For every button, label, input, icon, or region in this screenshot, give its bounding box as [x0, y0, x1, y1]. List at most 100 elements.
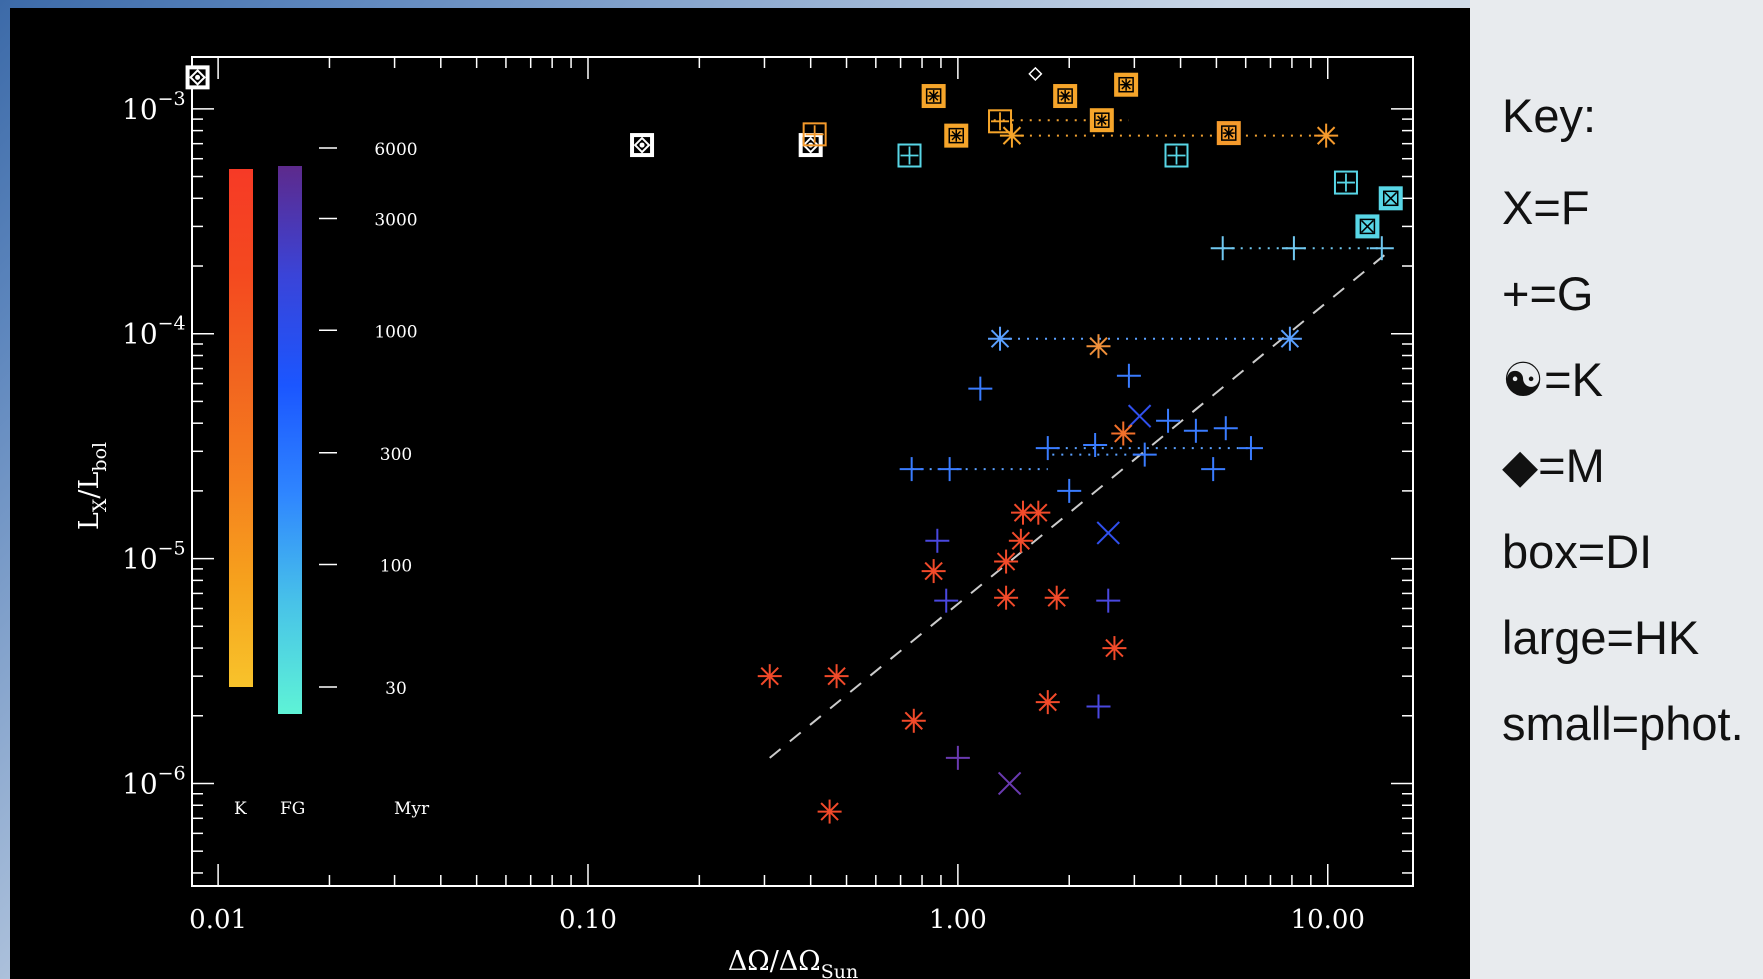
- marker-inner-box: [925, 88, 942, 104]
- data-point: [1210, 236, 1235, 261]
- data-point: [1057, 478, 1082, 503]
- marker-stroke: [1013, 503, 1033, 522]
- x-tick-label: 10.00: [1291, 905, 1365, 935]
- data-point: [1156, 408, 1181, 433]
- y-tick-label: 10−3: [122, 88, 186, 126]
- data-point: [1096, 521, 1120, 545]
- data-point: [1216, 121, 1241, 146]
- age-tick-label: 100: [380, 557, 412, 577]
- age-tick-label: 3000: [374, 211, 417, 231]
- marker-stroke: [1316, 126, 1336, 145]
- data-point: [988, 109, 1013, 134]
- key-item-box: box=DI: [1502, 525, 1653, 578]
- marker-box: [1164, 143, 1189, 168]
- age-tick-label: 6000: [374, 140, 417, 160]
- marker-stroke: [1011, 531, 1031, 550]
- age-tick-label: 1000: [374, 322, 417, 342]
- data-point: [899, 457, 924, 482]
- marker-stroke: [827, 666, 846, 686]
- data-point: [1333, 170, 1358, 195]
- age-tick-label: 30: [385, 679, 407, 699]
- marker-stroke: [1121, 79, 1131, 90]
- data-point: [1238, 436, 1263, 461]
- data-point: [945, 745, 970, 770]
- x-tick-labels: 0.01 0.10 1.00 10.00: [189, 905, 1365, 935]
- data-point: [1314, 123, 1339, 148]
- plot-frame: [191, 56, 1414, 887]
- marker-stroke: [1038, 692, 1057, 712]
- marker-stroke: [1097, 115, 1107, 125]
- data-point: [1044, 585, 1069, 610]
- data-point: [1164, 143, 1189, 168]
- scatter-plot: 0.01 0.10 1.00 10.00 10−3 10−4 10−5 10−6 6000 3…: [74, 56, 1414, 979]
- data-point: [1028, 66, 1043, 81]
- trend-line-dashed: [769, 247, 1394, 759]
- x-tick-label: 1.00: [929, 905, 987, 935]
- data-point: [1035, 690, 1060, 715]
- data-point: [1127, 404, 1152, 428]
- key-item-f: X=F: [1502, 181, 1590, 234]
- y-tick-label: 10−6: [122, 762, 186, 800]
- colorbar-unit-label: Myr: [394, 799, 430, 819]
- x-tick-label: 0.01: [189, 905, 247, 935]
- data-point: [1378, 186, 1403, 211]
- marker-stroke: [1114, 424, 1133, 443]
- trend-line: [769, 247, 1394, 759]
- marker-box: [802, 122, 827, 147]
- data-point: [925, 528, 950, 553]
- data-point: [185, 65, 210, 90]
- marker-inner-box: [1359, 218, 1376, 235]
- data-point: [944, 123, 969, 148]
- data-point: [937, 457, 962, 482]
- key-panel: Key: X=F +=G ☯=K ◆=M box=DI large=HK sma…: [1470, 0, 1763, 979]
- data-point: [988, 326, 1013, 351]
- marker-inner-box: [1057, 88, 1073, 104]
- data-point: [901, 708, 926, 733]
- key-item-large: large=HK: [1502, 611, 1700, 664]
- marker-stroke: [904, 711, 923, 730]
- marker-dot: [639, 142, 645, 148]
- marker-stroke: [990, 329, 1010, 348]
- data-point: [1277, 326, 1302, 351]
- data-point: [934, 588, 959, 613]
- marker-stroke: [1105, 638, 1124, 658]
- range-lines: [911, 119, 1382, 471]
- marker-stroke: [996, 588, 1016, 607]
- marker-stroke: [1047, 588, 1066, 607]
- key-item-k: ☯=K: [1502, 353, 1603, 406]
- marker-dot: [195, 74, 201, 80]
- data-point: [921, 84, 946, 109]
- data-point: [1183, 418, 1208, 443]
- marker-box: [1333, 170, 1358, 195]
- data-point: [824, 664, 849, 689]
- k-colorbar: [229, 169, 253, 687]
- marker-stroke: [820, 802, 839, 821]
- data-point: [1213, 416, 1238, 441]
- age-tick-label: 300: [380, 445, 412, 465]
- marker-stroke: [1224, 128, 1234, 138]
- data-point: [1026, 500, 1051, 525]
- marker-inner-box: [1382, 190, 1399, 207]
- data-point: [897, 143, 922, 168]
- marker-stroke: [1384, 191, 1398, 205]
- data-point: [1132, 442, 1157, 467]
- data-point: [1083, 432, 1108, 457]
- marker-inner-box: [1221, 125, 1237, 141]
- marker-stroke: [1360, 219, 1374, 233]
- data-point: [1096, 588, 1121, 613]
- data-point: [1201, 457, 1226, 482]
- marker-stroke: [951, 130, 962, 141]
- data-point: [994, 549, 1019, 574]
- y-axis-title: LX/Lbol: [74, 442, 111, 530]
- data-point: [1053, 84, 1078, 109]
- data-point: [1102, 636, 1127, 661]
- data-point: [999, 123, 1024, 148]
- data-point: [997, 771, 1022, 796]
- fg-colorbar: [278, 166, 302, 714]
- colorbar-k-label: K: [234, 799, 247, 819]
- data-point: [757, 664, 782, 689]
- data-point: [1281, 236, 1306, 261]
- y-tick-labels: 10−3 10−4 10−5 10−6: [122, 88, 186, 801]
- plot-panel: 0.01 0.10 1.00 10.00 10−3 10−4 10−5 10−6 6000 3…: [10, 8, 1470, 979]
- marker-stroke: [760, 666, 779, 686]
